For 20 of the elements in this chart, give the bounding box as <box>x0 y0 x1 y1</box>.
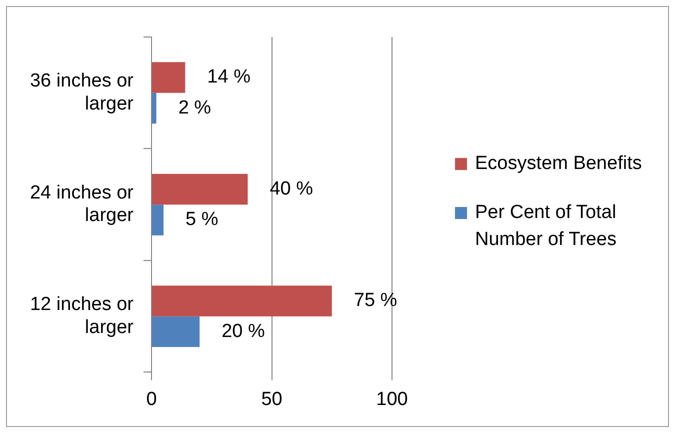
data-label: 75 % <box>354 290 398 312</box>
data-label: 14 % <box>207 66 251 88</box>
y-tick-label: 36 inches or larger <box>30 70 134 114</box>
data-label: 2 % <box>178 97 212 118</box>
x-tick-label: 100 <box>376 388 408 410</box>
bar <box>152 316 200 348</box>
data-label: 20 % <box>222 320 266 342</box>
y-tick-label: 12 inches or larger <box>30 294 134 338</box>
legend-label: Ecosystem Benefits <box>475 152 642 176</box>
bar <box>152 204 164 236</box>
bar <box>152 174 248 205</box>
bar <box>152 62 186 93</box>
y-tick-label: 24 inches or larger <box>30 182 134 226</box>
x-tick-label: 0 <box>146 388 157 410</box>
x-tick-label: 50 <box>261 388 282 410</box>
data-label: 5 % <box>186 209 218 230</box>
bar <box>152 286 332 316</box>
data-label: 40 % <box>270 178 314 200</box>
legend-label: Per Cent of Total Number of Trees <box>475 201 618 252</box>
bar <box>152 92 156 124</box>
